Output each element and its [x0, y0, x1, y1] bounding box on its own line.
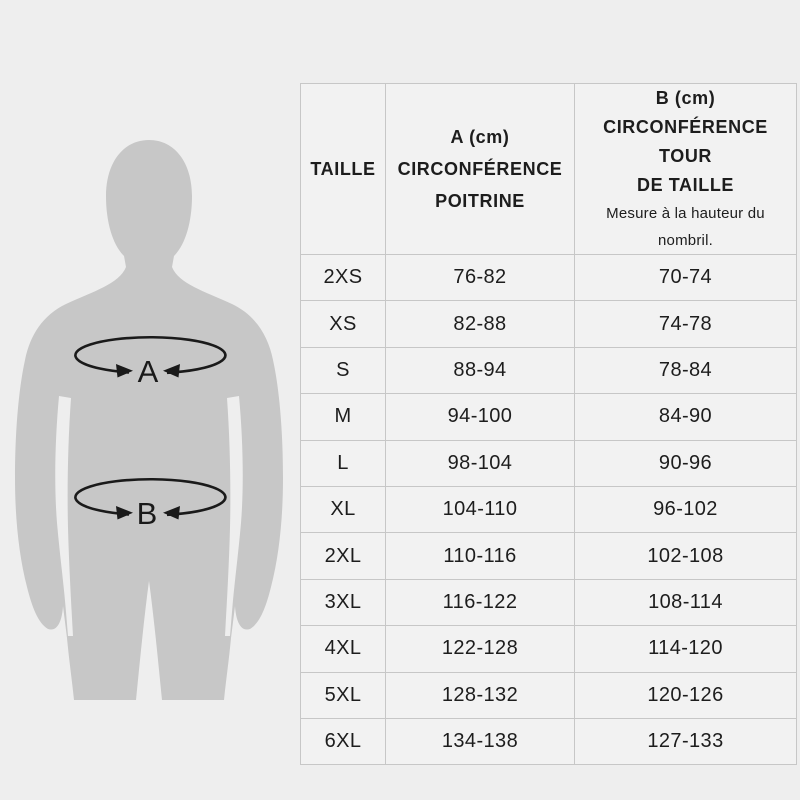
chest-circumference-arrow	[74, 335, 227, 375]
header-waist-line: B (cm)	[655, 88, 716, 108]
header-waist-note: Mesure à la hauteur du	[606, 205, 765, 222]
chest-cell: 76-82	[385, 253, 575, 302]
waist-cell: 70-74	[574, 253, 797, 302]
table-row: M 94-100 84-90	[300, 393, 797, 441]
size-cell: XS	[300, 300, 386, 348]
header-chest-line: CIRCONFÉRENCE	[397, 159, 563, 179]
header-chest: A (cm) CIRCONFÉRENCE POITRINE	[385, 83, 575, 255]
chest-cell: 122-128	[385, 625, 575, 673]
table-row: 2XL 110-116 102-108	[300, 532, 797, 580]
table-row: 3XL 116-122 108-114	[300, 578, 797, 627]
waist-cell: 102-108	[574, 532, 797, 580]
chest-cell: 94-100	[385, 393, 575, 441]
chest-cell: 110-116	[385, 532, 575, 580]
header-size-label: TAILLE	[310, 159, 376, 179]
table-row: 4XL 122-128 114-120	[300, 625, 797, 673]
header-waist-line: CIRCONFÉRENCE TOUR	[603, 117, 768, 166]
body-silhouette-icon: A B	[15, 140, 283, 700]
size-cell: XL	[300, 485, 386, 534]
size-cell: 6XL	[300, 717, 386, 766]
size-cell: 2XS	[300, 253, 386, 302]
waist-label: B	[137, 496, 158, 531]
chest-cell: 128-132	[385, 671, 575, 719]
chest-cell: 116-122	[385, 578, 575, 627]
waist-cell: 74-78	[574, 300, 797, 348]
header-waist-note: nombril.	[658, 232, 713, 249]
waist-arrowhead-left	[116, 506, 133, 520]
size-table: TAILLE A (cm) CIRCONFÉRENCE POITRINE B (…	[300, 83, 797, 766]
size-cell: L	[300, 439, 386, 487]
size-cell: 2XL	[300, 532, 386, 580]
table-row: XL 104-110 96-102	[300, 485, 797, 534]
right-arm-gap	[225, 396, 243, 636]
header-chest-line: POITRINE	[435, 191, 525, 211]
header-waist-line: DE TAILLE	[636, 175, 735, 195]
table-row: XS 82-88 74-78	[300, 300, 797, 348]
waist-cell: 96-102	[574, 485, 797, 534]
header-waist: B (cm) CIRCONFÉRENCE TOUR DE TAILLE Mesu…	[574, 83, 797, 255]
table-row: S 88-94 78-84	[300, 346, 797, 395]
chest-arrowhead-right	[163, 364, 180, 378]
waist-cell: 108-114	[574, 578, 797, 627]
waist-cell: 114-120	[574, 625, 797, 673]
size-table-header: TAILLE A (cm) CIRCONFÉRENCE POITRINE B (…	[300, 83, 797, 255]
table-row: 2XS 76-82 70-74	[300, 253, 797, 302]
table-row: 5XL 128-132 120-126	[300, 671, 797, 719]
size-table-body: 2XS 76-82 70-74 XS 82-88 74-78 S 88-94 7…	[300, 253, 797, 766]
waist-cell: 84-90	[574, 393, 797, 441]
waist-cell: 120-126	[574, 671, 797, 719]
chest-label: A	[138, 354, 159, 389]
header-size: TAILLE	[300, 83, 386, 255]
chest-cell: 104-110	[385, 485, 575, 534]
size-cell: 5XL	[300, 671, 386, 719]
size-cell: M	[300, 393, 386, 441]
table-row: 6XL 134-138 127-133	[300, 717, 797, 766]
waist-cell: 78-84	[574, 346, 797, 395]
chest-arrowhead-left	[116, 364, 133, 378]
chest-cell: 98-104	[385, 439, 575, 487]
size-cell: 3XL	[300, 578, 386, 627]
chest-cell: 88-94	[385, 346, 575, 395]
waist-cell: 90-96	[574, 439, 797, 487]
chest-cell: 82-88	[385, 300, 575, 348]
waist-circumference-arrow	[74, 477, 227, 517]
left-arm-gap	[55, 396, 73, 636]
header-chest-line: A (cm)	[450, 127, 510, 147]
waist-cell: 127-133	[574, 717, 797, 766]
waist-arrowhead-right	[163, 506, 180, 520]
measurement-diagram: A B	[0, 0, 300, 800]
size-cell: 4XL	[300, 625, 386, 673]
chest-cell: 134-138	[385, 717, 575, 766]
size-cell: S	[300, 346, 386, 395]
table-row: L 98-104 90-96	[300, 439, 797, 487]
body-silhouette	[15, 140, 283, 700]
